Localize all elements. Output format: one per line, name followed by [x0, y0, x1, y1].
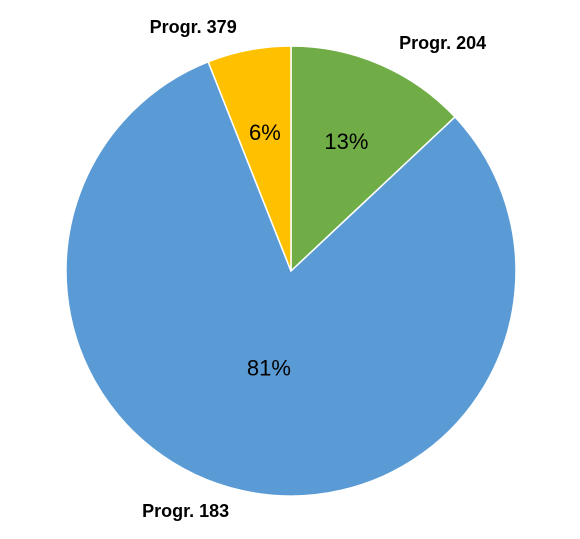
value-label: 6%	[249, 120, 281, 145]
pie-slice	[290, 45, 457, 273]
pie-slice	[65, 60, 517, 497]
category-label: Progr. 183	[142, 501, 229, 521]
category-label: Progr. 379	[150, 17, 237, 37]
category-label: Progr. 204	[399, 33, 486, 53]
value-label: 81%	[247, 356, 291, 381]
pie-slice	[207, 45, 292, 272]
value-label: 13%	[324, 129, 368, 154]
